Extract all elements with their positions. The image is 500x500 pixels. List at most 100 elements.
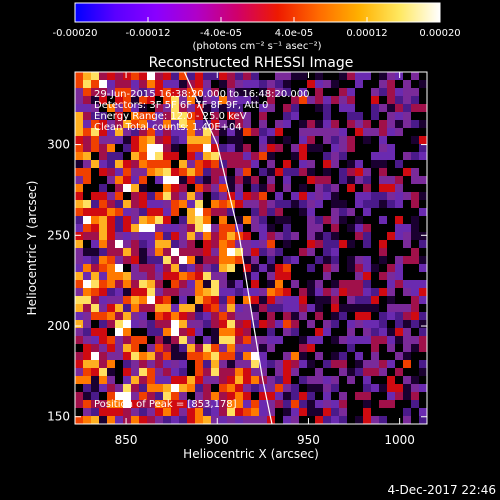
heatmap-cell <box>371 160 380 169</box>
heatmap-cell <box>291 312 300 321</box>
heatmap-cell <box>267 184 276 193</box>
heatmap-cell <box>387 392 396 401</box>
heatmap-cell <box>179 88 188 97</box>
heatmap-cell <box>203 96 212 105</box>
heatmap-cell <box>147 352 156 361</box>
heatmap-cell <box>131 368 140 377</box>
heatmap-cell <box>115 192 124 201</box>
heatmap-cell <box>339 344 348 353</box>
heatmap-cell <box>275 312 284 321</box>
heatmap-cell <box>155 368 164 377</box>
heatmap-cell <box>363 408 372 417</box>
heatmap-cell <box>283 392 292 401</box>
heatmap-cell <box>211 248 220 257</box>
heatmap-cell <box>115 272 124 281</box>
heatmap-cell <box>275 368 284 377</box>
heatmap-cell <box>131 376 140 385</box>
heatmap-cell <box>123 400 132 409</box>
heatmap-cell <box>75 368 84 377</box>
heatmap-cell <box>99 184 108 193</box>
heatmap-cell <box>179 112 188 121</box>
heatmap-cell <box>267 352 276 361</box>
heatmap-cell <box>331 176 340 185</box>
heatmap-cell <box>187 336 196 345</box>
heatmap-cell <box>163 136 172 145</box>
heatmap-cell <box>315 232 324 241</box>
heatmap-cell <box>163 312 172 321</box>
heatmap-cell <box>139 360 148 369</box>
heatmap-cell <box>299 184 308 193</box>
heatmap-cell <box>195 248 204 257</box>
heatmap-cell <box>403 296 412 305</box>
heatmap-cell <box>211 376 220 385</box>
heatmap-cell <box>211 352 220 361</box>
heatmap-cell <box>355 344 364 353</box>
heatmap-cell <box>419 416 427 424</box>
heatmap-cell <box>251 288 260 297</box>
heatmap-cell <box>339 144 348 153</box>
heatmap-cell <box>155 288 164 297</box>
heatmap-cell <box>203 312 212 321</box>
heatmap-cell <box>131 88 140 97</box>
heatmap-cell <box>323 144 332 153</box>
heatmap-cell <box>91 96 100 105</box>
heatmap-cell <box>419 376 427 385</box>
heatmap-cell <box>171 376 180 385</box>
heatmap-cell <box>419 216 427 225</box>
heatmap-cell <box>267 136 276 145</box>
heatmap-cell <box>107 72 116 81</box>
heatmap-cell <box>299 128 308 137</box>
heatmap-cell <box>379 72 388 81</box>
heatmap-cell <box>379 344 388 353</box>
heatmap-cell <box>331 144 340 153</box>
heatmap-cell <box>75 264 84 273</box>
heatmap-cell <box>75 72 84 81</box>
heatmap-cell <box>387 192 396 201</box>
heatmap-cell <box>403 248 412 257</box>
heatmap-cell <box>211 304 220 313</box>
heatmap-cell <box>171 128 180 137</box>
heatmap-cell <box>115 112 124 121</box>
heatmap-cell <box>299 408 308 417</box>
heatmap-cell <box>139 280 148 289</box>
heatmap-cell <box>83 80 92 89</box>
heatmap-cell <box>211 288 220 297</box>
heatmap-cell <box>163 344 172 353</box>
heatmap-cell <box>243 232 252 241</box>
heatmap-cell <box>347 224 356 233</box>
heatmap-cell <box>307 168 316 177</box>
heatmap-cell <box>219 280 228 289</box>
heatmap-cell <box>371 264 380 273</box>
heatmap-cell <box>147 72 156 81</box>
heatmap-cell <box>227 368 236 377</box>
heatmap-cell <box>355 208 364 217</box>
heatmap-cell <box>219 224 228 233</box>
heatmap-cell <box>419 248 427 257</box>
heatmap-cell <box>251 320 260 329</box>
heatmap-cell <box>147 96 156 105</box>
heatmap-cell <box>83 312 92 321</box>
heatmap-cell <box>251 224 260 233</box>
heatmap-cell <box>251 216 260 225</box>
heatmap-cell <box>147 296 156 305</box>
heatmap-cell <box>75 160 84 169</box>
heatmap-cell <box>267 80 276 89</box>
heatmap-cell <box>195 408 204 417</box>
heatmap-cell <box>155 184 164 193</box>
heatmap-cell <box>243 376 252 385</box>
heatmap-cell <box>219 328 228 337</box>
heatmap-cell <box>83 360 92 369</box>
heatmap-cell <box>75 248 84 257</box>
heatmap-cell <box>347 176 356 185</box>
heatmap-cell <box>307 256 316 265</box>
heatmap-cell <box>107 240 116 249</box>
heatmap-cell <box>75 288 84 297</box>
heatmap-cell <box>243 160 252 169</box>
heatmap-cell <box>331 400 340 409</box>
heatmap-cell <box>299 112 308 121</box>
heatmap-cell <box>411 400 420 409</box>
heatmap-cell <box>235 160 244 169</box>
heatmap-cell <box>251 208 260 217</box>
heatmap-cell <box>339 216 348 225</box>
heatmap-cell <box>371 312 380 321</box>
